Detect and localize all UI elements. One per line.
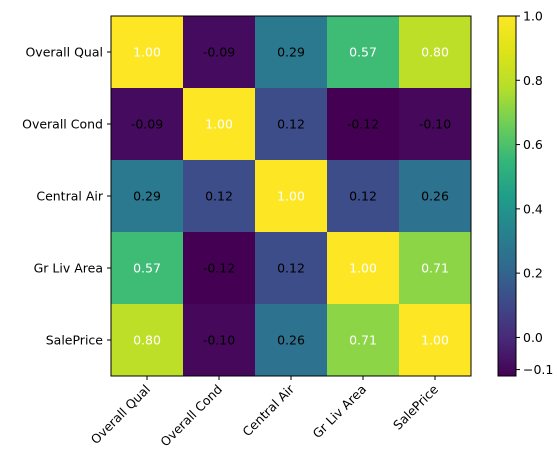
colorbar-tick-label: 0.4 <box>523 201 543 216</box>
x-axis: Overall Qual Overall Cond Central Air Gr Li… <box>88 376 441 450</box>
x-tick-label: Gr Liv Area <box>309 382 369 442</box>
heatmap-cell <box>327 160 400 233</box>
cell-value-label: -0.10 <box>203 333 235 348</box>
cell-value-label: 0.12 <box>277 261 305 276</box>
y-tick-label: SalePrice <box>46 333 104 348</box>
colorbar-tick-label: 1.0 <box>523 9 543 24</box>
heatmap-cell <box>399 304 472 377</box>
colorbar-tick-label: 0.2 <box>523 266 543 281</box>
cell-value-label: 0.80 <box>133 333 161 348</box>
heatmap-cell <box>327 232 400 305</box>
heatmap-cell <box>399 232 472 305</box>
heatmap-cell <box>399 16 472 89</box>
cell-value-label: 0.80 <box>421 45 449 60</box>
cell-value-label: -0.09 <box>131 117 163 132</box>
y-tick-label: Gr Liv Area <box>34 261 103 276</box>
heatmap-cell <box>399 88 472 161</box>
colorbar-tick-label: 0.8 <box>523 73 543 88</box>
cell-value-label: 0.71 <box>349 333 377 348</box>
cell-value-label: 1.00 <box>205 117 233 132</box>
heatmap-cell <box>255 304 328 377</box>
x-tick-label: SalePrice <box>390 381 441 432</box>
heatmap-cell <box>183 304 256 377</box>
y-axis: Overall Qual Overall Cond Central Air Gr Li… <box>22 45 111 348</box>
heatmap-cell <box>183 160 256 233</box>
x-tick-label: Overall Cond <box>157 382 225 450</box>
cell-value-label: -0.10 <box>419 117 451 132</box>
colorbar-gradient <box>498 16 516 376</box>
x-tick-label: Central Air <box>239 381 297 439</box>
cell-value-label: 0.12 <box>205 189 233 204</box>
heatmap-cell <box>111 232 184 305</box>
cell-value-label: -0.09 <box>203 45 235 60</box>
cell-value-label: -0.12 <box>203 261 235 276</box>
colorbar-tick-label: 0.6 <box>523 137 543 152</box>
heatmap-cell <box>399 160 472 233</box>
cell-value-label: 1.00 <box>133 45 161 60</box>
heatmap-cell <box>255 88 328 161</box>
heatmap-cell <box>327 16 400 89</box>
cell-value-label: 1.00 <box>277 189 305 204</box>
heatmap-cell <box>111 16 184 89</box>
cell-value-label: 0.12 <box>349 189 377 204</box>
colorbar-frame <box>497 15 517 377</box>
heatmap-cell <box>255 16 328 89</box>
heatmap-cell <box>111 88 184 161</box>
heatmap-cell <box>255 160 328 233</box>
heatmap-cell <box>183 16 256 89</box>
cell-value-label: -0.12 <box>347 117 379 132</box>
heatmap-cell <box>183 232 256 305</box>
heatmap-cell <box>111 160 184 233</box>
heatmap-cell <box>111 304 184 377</box>
cell-value-label: 0.12 <box>277 117 305 132</box>
heatmap-cell <box>255 232 328 305</box>
cell-value-label: 0.57 <box>349 45 377 60</box>
cell-value-label: 0.29 <box>133 189 161 204</box>
heatmap-cells <box>111 16 472 377</box>
y-tick-label: Central Air <box>36 189 104 204</box>
y-tick-label: Overall Qual <box>25 45 103 60</box>
cell-value-label: 0.71 <box>421 261 449 276</box>
heatmap-cell <box>183 88 256 161</box>
colorbar-ticks: −0.1 0.0 0.2 0.4 0.6 0.8 1.0 <box>516 9 553 377</box>
heatmap-cell-labels: 1.00 -0.09 0.29 0.57 0.80 -0.09 1.00 0.12 -0.12 -… <box>131 45 451 348</box>
x-tick-label: Overall Qual <box>88 382 153 447</box>
cell-value-label: 0.57 <box>133 261 161 276</box>
colorbar: −0.1 0.0 0.2 0.4 0.6 0.8 1.0 <box>497 9 553 377</box>
heatmap-cell <box>327 304 400 377</box>
cell-value-label: 0.26 <box>277 333 305 348</box>
cell-value-label: 1.00 <box>349 261 377 276</box>
heatmap-cell <box>327 88 400 161</box>
cell-value-label: 0.26 <box>421 189 449 204</box>
colorbar-tick-label: −0.1 <box>523 362 553 377</box>
cell-value-label: 0.29 <box>277 45 305 60</box>
colorbar-tick-label: 0.0 <box>523 330 543 345</box>
y-tick-label: Overall Cond <box>22 117 103 132</box>
cell-value-label: 1.00 <box>421 333 449 348</box>
